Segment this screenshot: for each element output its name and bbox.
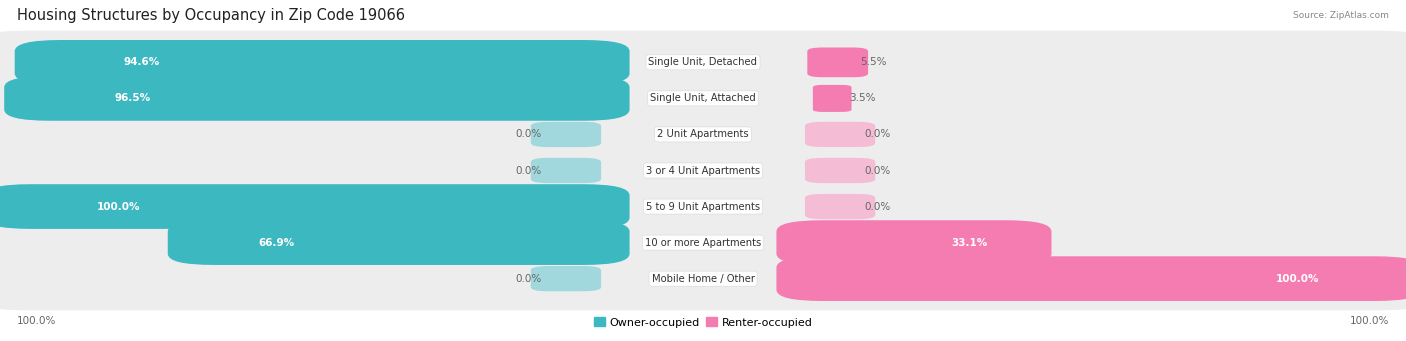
Text: 0.0%: 0.0% <box>515 165 541 176</box>
Text: 0.0%: 0.0% <box>865 165 891 176</box>
FancyBboxPatch shape <box>0 211 1406 274</box>
Text: 94.6%: 94.6% <box>124 57 160 68</box>
Text: 100.0%: 100.0% <box>17 315 56 326</box>
Text: 3 or 4 Unit Apartments: 3 or 4 Unit Apartments <box>645 165 761 176</box>
FancyBboxPatch shape <box>0 139 1406 202</box>
FancyBboxPatch shape <box>530 122 602 147</box>
Text: 0.0%: 0.0% <box>515 273 541 284</box>
Text: 0.0%: 0.0% <box>865 202 891 211</box>
Text: Source: ZipAtlas.com: Source: ZipAtlas.com <box>1294 11 1389 20</box>
FancyBboxPatch shape <box>806 158 876 183</box>
FancyBboxPatch shape <box>14 40 630 85</box>
Text: 100.0%: 100.0% <box>1277 273 1320 284</box>
Text: 33.1%: 33.1% <box>950 238 987 248</box>
FancyBboxPatch shape <box>167 220 630 265</box>
FancyBboxPatch shape <box>0 31 1406 94</box>
Text: Single Unit, Attached: Single Unit, Attached <box>650 93 756 103</box>
FancyBboxPatch shape <box>813 85 852 112</box>
Text: 5.5%: 5.5% <box>860 57 886 68</box>
FancyBboxPatch shape <box>776 256 1406 301</box>
Text: Single Unit, Detached: Single Unit, Detached <box>648 57 758 68</box>
FancyBboxPatch shape <box>0 103 1406 166</box>
FancyBboxPatch shape <box>806 122 876 147</box>
Text: 5 to 9 Unit Apartments: 5 to 9 Unit Apartments <box>645 202 761 211</box>
FancyBboxPatch shape <box>806 194 876 219</box>
FancyBboxPatch shape <box>0 247 1406 310</box>
FancyBboxPatch shape <box>0 184 630 229</box>
FancyBboxPatch shape <box>0 175 1406 238</box>
Text: Mobile Home / Other: Mobile Home / Other <box>651 273 755 284</box>
Text: 100.0%: 100.0% <box>97 202 141 211</box>
FancyBboxPatch shape <box>4 76 630 121</box>
Text: 3.5%: 3.5% <box>849 93 876 103</box>
Text: 96.5%: 96.5% <box>114 93 150 103</box>
FancyBboxPatch shape <box>530 158 602 183</box>
Text: 0.0%: 0.0% <box>865 130 891 139</box>
Text: 66.9%: 66.9% <box>259 238 294 248</box>
FancyBboxPatch shape <box>530 266 602 291</box>
FancyBboxPatch shape <box>776 220 1052 265</box>
FancyBboxPatch shape <box>807 47 868 77</box>
FancyBboxPatch shape <box>0 67 1406 130</box>
Text: 2 Unit Apartments: 2 Unit Apartments <box>657 130 749 139</box>
Text: 10 or more Apartments: 10 or more Apartments <box>645 238 761 248</box>
Text: 100.0%: 100.0% <box>1350 315 1389 326</box>
Legend: Owner-occupied, Renter-occupied: Owner-occupied, Renter-occupied <box>589 313 817 332</box>
Text: Housing Structures by Occupancy in Zip Code 19066: Housing Structures by Occupancy in Zip C… <box>17 8 405 23</box>
Text: 0.0%: 0.0% <box>515 130 541 139</box>
